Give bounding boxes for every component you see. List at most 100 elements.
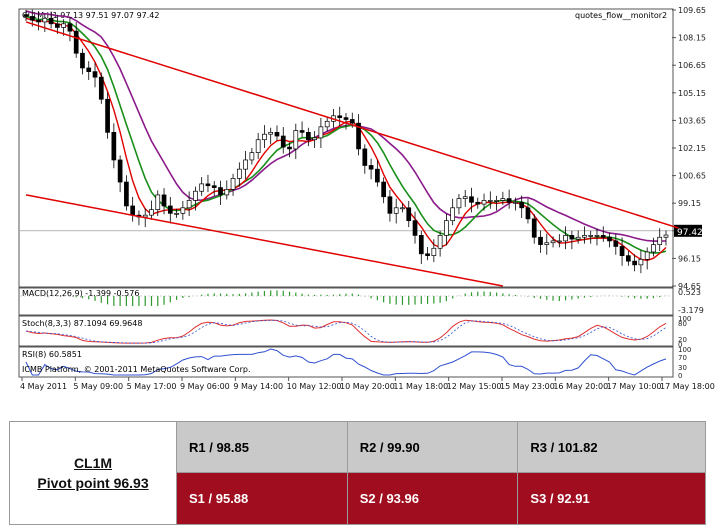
candle-body — [613, 240, 619, 247]
candle-body — [569, 235, 575, 240]
rsi-line — [25, 348, 667, 376]
candle-body — [663, 234, 669, 238]
candle-body — [92, 71, 98, 78]
candle-body — [462, 196, 468, 199]
candle-body — [255, 139, 261, 153]
candle-body — [167, 205, 173, 214]
candle-body — [274, 132, 280, 137]
candle-body — [205, 183, 211, 187]
candle-body — [450, 207, 456, 222]
candle-body — [431, 247, 437, 256]
candle-body — [61, 23, 66, 28]
candle-body — [55, 23, 60, 28]
candle-body — [400, 207, 405, 210]
candle-body — [287, 146, 292, 150]
candle-body — [575, 236, 581, 240]
candle-body — [475, 201, 481, 205]
candle-body — [657, 236, 663, 245]
candle-body — [174, 212, 179, 215]
candle-body — [186, 200, 192, 209]
candle-body — [500, 198, 506, 201]
chart-svg: 109.65 108.15 106.65 105.15 103.65 102.15 100.… — [18, 6, 715, 391]
candle-body — [538, 236, 543, 245]
x-tick-label: 9 May 14:00 — [233, 382, 283, 391]
stoch-tick: 80 — [678, 320, 687, 328]
s3-cell: S3 / 92.91 — [517, 472, 706, 525]
candle-body — [469, 196, 474, 203]
rsi-label: RSI(8) 60.5851 — [22, 350, 82, 359]
macd-tick-bottom: -3.179 — [678, 306, 704, 315]
candle-body — [607, 236, 612, 242]
price-tick-label: 103.65 — [678, 116, 706, 125]
candle-body — [111, 132, 117, 161]
x-tick-label: 12 May 15:00 — [447, 382, 502, 391]
candle-body — [525, 207, 531, 220]
candle-body — [544, 242, 550, 245]
chart-header: CL1M,H1 97.13 97.51 97.07 97.42 — [22, 11, 159, 20]
candle-body — [249, 152, 255, 161]
candle-body — [506, 198, 512, 203]
candle-body — [80, 52, 85, 69]
candle-body — [563, 235, 568, 242]
candle-body — [42, 17, 48, 23]
price-tick-label: 99.15 — [678, 199, 701, 208]
indicator-name: quotes_flow__monitor2 — [575, 11, 667, 20]
candle-body — [180, 207, 186, 214]
candle-body — [98, 76, 104, 100]
stoch-main-line — [25, 319, 667, 344]
macd-pane — [18, 287, 674, 316]
upper-trendline — [25, 21, 679, 229]
x-tick-label: 10 May 20:00 — [340, 382, 395, 391]
candle-body — [412, 220, 418, 236]
macd-tick-top: 0.523 — [678, 288, 701, 297]
candle-body — [124, 181, 129, 207]
candle-body — [531, 218, 537, 238]
stoch-tick: 100 — [678, 315, 691, 323]
price-tick-label: 94.65 — [678, 282, 701, 291]
candle-body — [268, 132, 274, 135]
candle-body — [387, 196, 393, 214]
candle-body — [86, 67, 92, 72]
x-tick-label: 10 May 12:00 — [287, 382, 342, 391]
rsi-tick: 100 — [678, 346, 691, 354]
last-price-label: 97.42 — [677, 228, 703, 238]
s1-cell: S1 / 95.88 — [176, 472, 348, 525]
pivot-point-label: Pivot point 96.93 — [37, 475, 149, 491]
candle-body — [23, 14, 29, 17]
candle-body — [199, 183, 205, 192]
candle-body — [337, 115, 343, 118]
x-tick-label: 16 May 20:00 — [553, 382, 608, 391]
stoch-tick: 0 — [678, 341, 682, 349]
price-tick-label: 105.15 — [678, 89, 706, 98]
r3-cell: R3 / 101.82 — [517, 421, 706, 473]
watermark: ICMB Platform, © 2001-2011 MetaQuotes So… — [22, 365, 251, 374]
r1-cell: R1 / 98.85 — [176, 421, 348, 473]
symbol-label: CL1M — [73, 455, 113, 471]
x-tick-label: 11 May 18:00 — [393, 382, 448, 391]
last-price-box — [674, 224, 702, 237]
pivot-table: CL1M Pivot point 96.93 R1 / 98.85 R2 / 9… — [9, 421, 706, 525]
candle-body — [155, 194, 161, 210]
candle-body — [582, 235, 587, 238]
candle-body — [130, 205, 136, 216]
candle-body — [651, 244, 656, 253]
candle-body — [375, 168, 380, 183]
candle-body — [318, 126, 324, 139]
candle-body — [437, 235, 443, 249]
candle-body — [299, 130, 305, 133]
candle-body — [117, 159, 123, 183]
s2-cell: S2 / 93.96 — [346, 472, 519, 525]
price-tick-label: 102.15 — [678, 144, 706, 153]
x-tick-label: 4 May 2011 — [20, 382, 67, 391]
x-tick-label: 5 May 17:00 — [127, 382, 177, 391]
candle-body — [105, 98, 110, 133]
candle-body — [73, 30, 79, 54]
candle-body — [619, 246, 625, 256]
candle-body — [594, 235, 600, 237]
price-tick-label: 100.65 — [678, 172, 706, 181]
candle-body — [556, 240, 562, 243]
candle-body — [362, 148, 368, 166]
rsi-pane — [18, 346, 674, 378]
price-chart[interactable]: 109.65 108.15 106.65 105.15 103.65 102.15 100.… — [0, 0, 716, 400]
candle-body — [224, 189, 230, 196]
